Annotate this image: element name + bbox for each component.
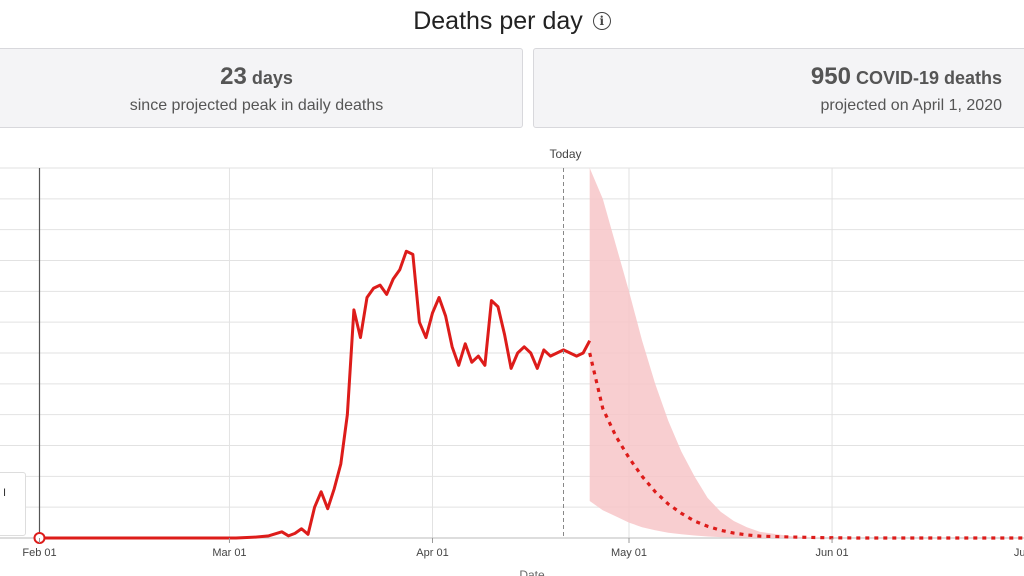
x-tick-label: Apr 01 (416, 547, 448, 559)
actual-deaths-line (39, 249, 592, 540)
peak-days-value: 23 (220, 63, 247, 90)
deaths-value: 950 (810, 63, 851, 90)
deaths-projection-subtitle: projected on April 1, 2020 (820, 97, 1002, 114)
chart-title: Deaths per day (413, 6, 583, 35)
peak-days-unit: days (251, 68, 293, 88)
uncertainty-band-layer (589, 168, 826, 538)
legend-partial-text: I (3, 487, 7, 499)
x-tick-label: Jun 01 (816, 547, 849, 559)
x-tick-label: Feb 01 (22, 547, 56, 559)
x-tick-label: May 01 (611, 547, 647, 559)
series-layer (39, 249, 1024, 540)
x-axis-label: Date (519, 568, 545, 576)
peak-summary-card: 23 days since projected peak in daily de… (0, 48, 523, 128)
x-axis: Feb 01 Mar 01 Apr 01 May 01 Jun 01 Jul 01 Date (22, 538, 1024, 576)
today-label: Today (549, 147, 581, 161)
legend-box: I (0, 472, 26, 536)
info-icon[interactable]: i (592, 12, 611, 30)
peak-days-line: 23 days (0, 63, 522, 91)
x-tick-label: Jul 01 (1014, 547, 1024, 559)
peak-days-subtitle: since projected peak in daily deaths (129, 97, 384, 114)
deaths-projection-line: 950 COVID-19 deaths (534, 63, 1024, 91)
marks-layer: Today (33, 147, 582, 544)
deaths-unit: COVID-19 deaths (855, 68, 1002, 88)
chart-header: Deaths per day i (0, 4, 1024, 38)
x-tick-label: Mar 01 (212, 547, 246, 559)
deaths-summary-card: 950 COVID-19 deaths projected on April 1… (533, 48, 1024, 128)
uncertainty-band (589, 168, 826, 538)
chart-grid (0, 167, 1024, 539)
